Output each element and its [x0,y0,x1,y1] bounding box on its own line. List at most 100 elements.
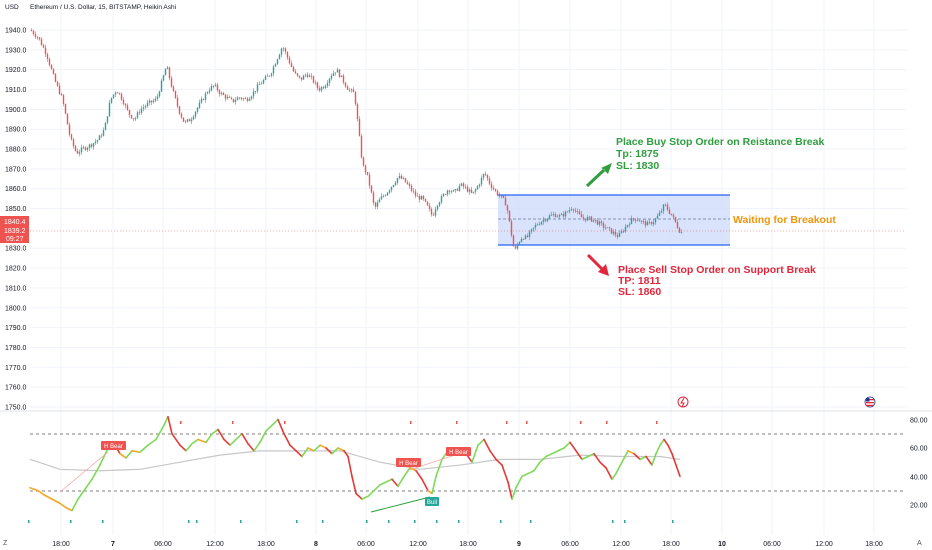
price-tick-label: 1760.0 [5,385,27,392]
chart-title[interactable]: Ethereum / U.S. Dollar, 15, BITSTAMP, He… [30,4,177,11]
time-axis[interactable]: 18:00 7 06:00 12:00 18:00 8 06:00 12:00 18:00 9 06… [52,541,883,548]
candle-body [648,221,651,223]
candle-body [426,201,429,206]
rsi-axis[interactable]: 80.00 60.00 40.00 20.00 [910,418,928,510]
rsi-segment [259,430,267,444]
candle-body [622,231,625,233]
candle-body [502,195,505,198]
us-flag-icon[interactable] [864,396,876,408]
rsi-signal-mark [196,520,198,523]
candle-body [34,34,37,37]
candle-body [672,215,675,217]
rsi-segment [551,450,559,455]
candle-body [32,31,35,35]
candle-body [30,30,33,32]
h-bear-tag-3[interactable] [446,447,471,456]
candle-body [674,216,677,223]
candle-body [540,221,543,225]
rsi-segment [569,441,577,452]
event-icon[interactable] [677,396,689,408]
candle-body [64,103,67,114]
candle-body [646,221,649,226]
rsi-segment [155,424,165,441]
candle-body [168,67,171,79]
rsi-signal-mark [606,421,608,424]
sell-take-profit[interactable]: TP: 1811 [618,275,661,287]
rsi-segment [229,438,237,446]
waiting-for-breakout-label[interactable]: Waiting for Breakout [733,214,836,226]
consolidation-range-box[interactable] [498,195,730,245]
rsi-segment [409,467,417,472]
current-price-tag[interactable]: 1840.4 1839.2 09:27 [0,216,29,243]
rsi-signal-mark [414,520,416,523]
sell-order-title[interactable]: Place Sell Stop Order on Support Break [618,264,816,276]
candle-body [474,189,477,192]
rsi-segment [611,472,617,481]
candle-body [286,51,289,58]
candle-body [654,218,657,223]
buy-order-title[interactable]: Place Buy Stop Order on Reistance Break [616,136,824,148]
candle-body [68,124,71,135]
candle-body [258,84,261,86]
candle-body [294,71,297,74]
buy-take-profit[interactable]: Tp: 1875 [616,148,659,160]
price-axis[interactable]: 1940.0 1930.0 1920.0 1910.0 1900.0 1890.0 1880… [5,28,27,412]
candle-body [42,45,45,48]
buy-stop-loss[interactable]: SL: 1830 [616,160,659,172]
rsi-segment [295,450,303,458]
candle-body [274,64,277,67]
auto-scale-button[interactable]: A [917,540,922,547]
rsi-tick-label: 60.00 [910,446,928,453]
timezone-icon[interactable]: Z [3,540,8,547]
candle-body [494,189,497,191]
time-tick-label: 10 [718,541,726,548]
candle-body [344,82,347,87]
rsi-segment [197,438,207,444]
candle-body [562,214,565,217]
candle-body [604,227,607,229]
rsi-segment [37,489,45,496]
candle-body [680,232,683,234]
candle-body [350,89,353,91]
candle-body [548,215,551,219]
time-tick-label: 12:00 [612,541,630,548]
candle-body [320,87,323,91]
candle-body [242,98,245,100]
h-bear-tag-1[interactable] [101,441,126,450]
rsi-signal-mark [656,421,658,424]
h-bear-tag-2[interactable] [396,458,421,467]
candle-body [430,208,433,215]
candle-body [170,78,173,87]
rsi-segment [367,489,375,498]
candle-body [208,90,211,93]
candle-body [180,113,183,118]
candle-body [238,97,241,99]
candle-body [516,244,519,249]
candle-body [574,210,577,212]
candle-body [450,191,453,193]
price-tick-label: 1750.0 [5,404,27,411]
rsi-segment [471,444,479,464]
rsi-segment [331,447,339,455]
candle-body [664,204,667,206]
rsi-segment [421,478,429,492]
candle-body [634,219,637,221]
rsi-segment [283,432,291,446]
rsi-segment [205,432,213,444]
candle-body [486,174,489,179]
candle-body [176,97,179,107]
candle-body [558,215,561,217]
candle-body [284,48,287,52]
candle-body [478,184,481,187]
candle-body [240,97,243,100]
candle-body [254,91,257,92]
rsi-segment [521,472,529,478]
rsi-signal-mark [240,520,242,523]
rsi-signal-mark [322,520,324,523]
candle-body [394,182,397,185]
sell-stop-loss[interactable]: SL: 1860 [618,286,661,298]
bull-tag[interactable] [425,497,439,506]
candle-body [444,194,447,195]
candle-body [50,64,53,70]
